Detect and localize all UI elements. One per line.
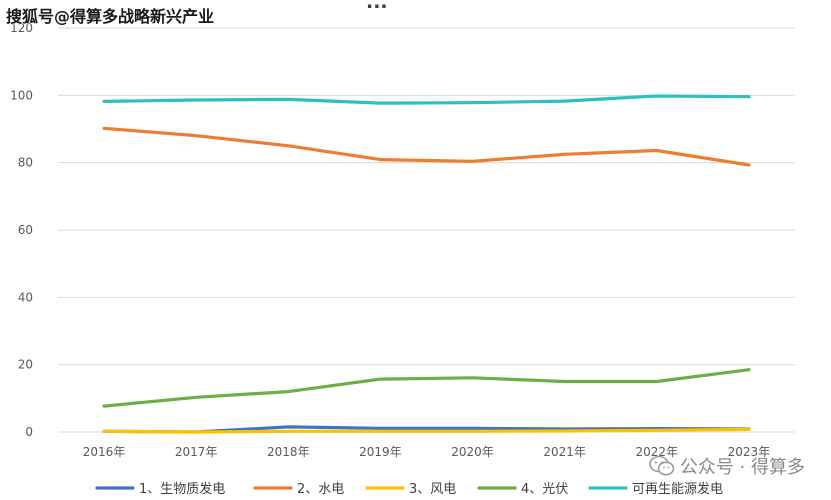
y-tick-label: 40 — [18, 290, 33, 304]
gridlines — [58, 27, 795, 433]
chart-title: ... — [366, 0, 388, 13]
y-axis-tick-labels: 0 20 40 60 80 100 120 — [10, 21, 33, 439]
x-tick-label: 2017年 — [175, 445, 218, 459]
legend-label: 3、风电 — [409, 482, 456, 497]
y-tick-label: 100 — [10, 88, 33, 102]
y-tick-label: 80 — [18, 156, 33, 170]
x-tick-label: 2018年 — [267, 445, 310, 459]
series-line-5 — [102, 94, 751, 105]
wechat-watermark-text: 公众号 · 得算多 — [679, 457, 805, 478]
x-axis-tick-labels: 2016年 2017年 2018年 2019年 2020年 2021年 2022年 2023年 — [83, 445, 770, 459]
x-tick-label: 2019年 — [359, 445, 402, 459]
x-tick-label: 2020年 — [451, 445, 494, 459]
x-tick-label: 2022年 — [636, 445, 679, 459]
series-line-4 — [102, 368, 751, 408]
series-lines — [102, 94, 751, 434]
legend-label: 2、水电 — [297, 482, 344, 497]
series-line-2 — [102, 126, 751, 167]
series-line-3 — [102, 427, 751, 434]
wechat-watermark: 公众号 · 得算多 — [649, 453, 805, 479]
y-tick-label: 60 — [18, 223, 33, 237]
x-tick-label: 2023年 — [728, 445, 771, 459]
legend-label: 4、光伏 — [521, 482, 568, 497]
y-tick-label: 20 — [18, 358, 33, 372]
y-tick-label: 0 — [25, 425, 33, 439]
wechat-icon — [649, 455, 675, 476]
legend-label: 1、生物质发电 — [139, 481, 225, 497]
legend-label: 可再生能源发电 — [632, 481, 723, 497]
x-tick-label: 2021年 — [543, 445, 586, 459]
y-tick-label: 120 — [10, 21, 33, 35]
x-tick-label: 2016年 — [83, 445, 126, 459]
source-watermark: 搜狐号@得算多战略新兴产业 — [6, 7, 215, 26]
legend: 1、生物质发电 2、水电 3、风电 4、光伏 可再生能源发电 — [95, 481, 723, 497]
